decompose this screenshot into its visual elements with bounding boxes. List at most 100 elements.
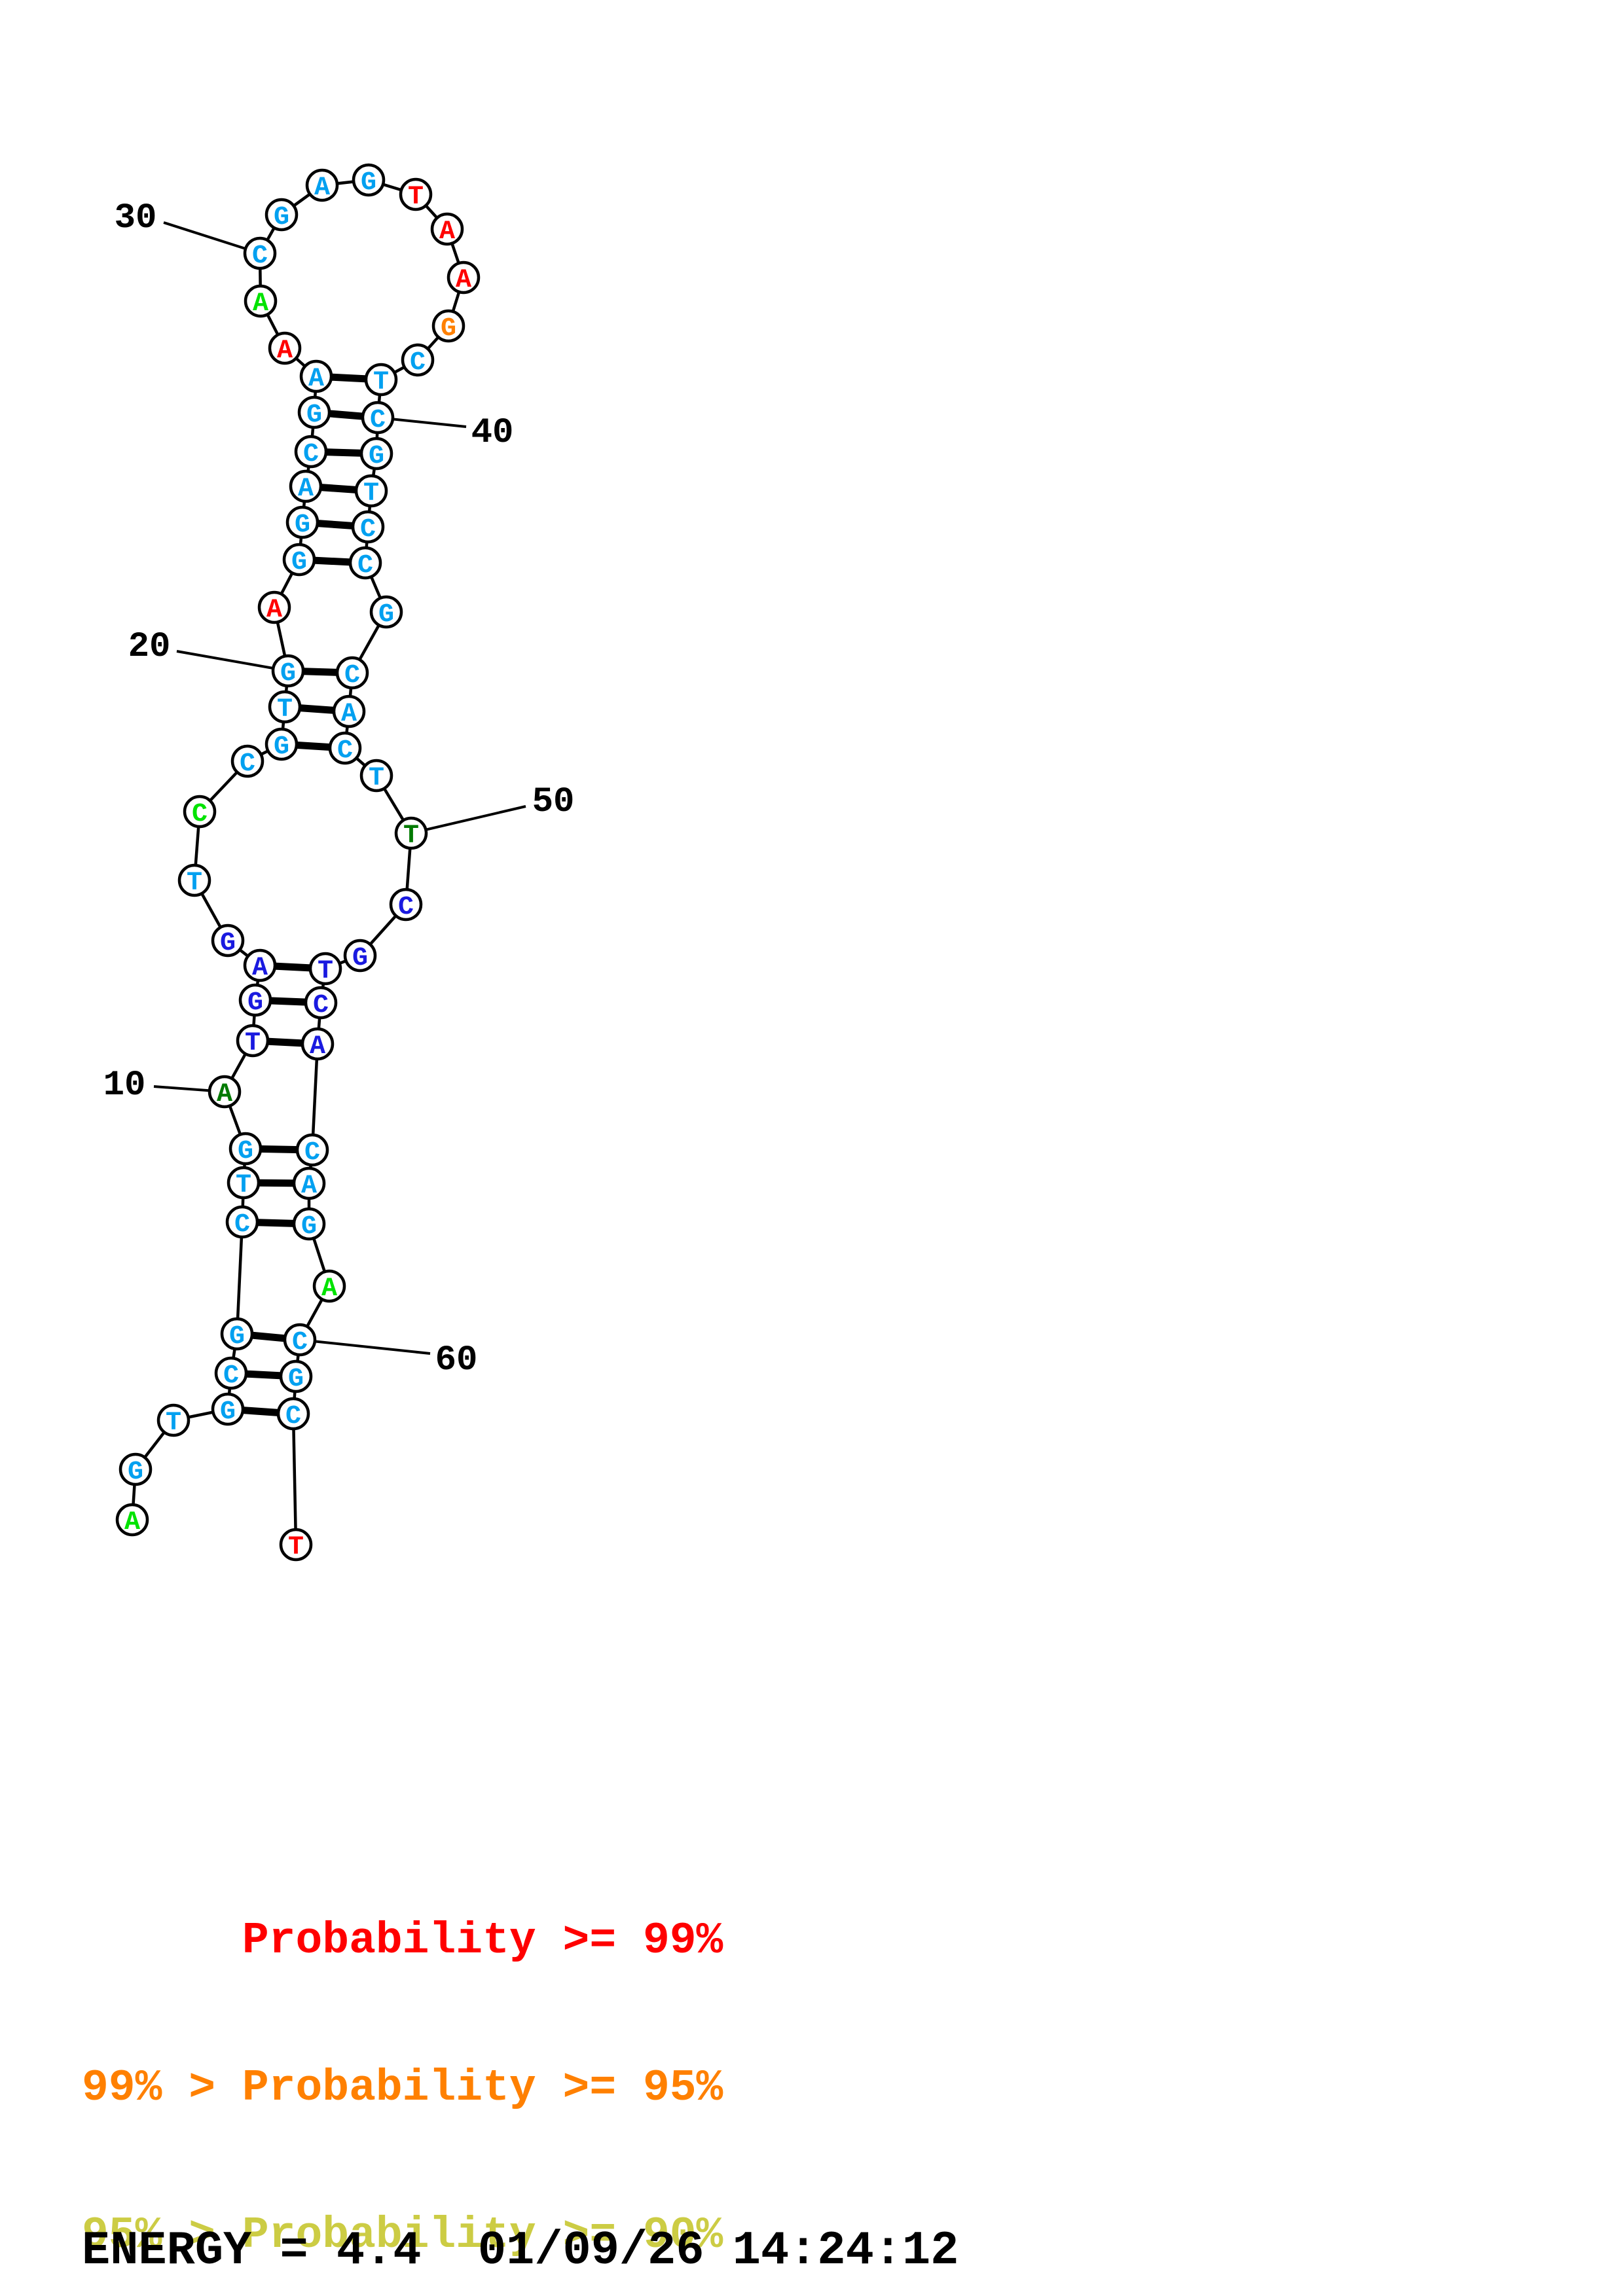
label-leader-line — [176, 650, 289, 672]
nucleotide-letter: G — [369, 442, 384, 471]
nucleotide-circle — [271, 654, 305, 688]
nucleotide-circle — [352, 163, 386, 197]
legend-row-90: 95% > Probability >= 90% — [82, 2210, 723, 2261]
nucleotide-letter: T — [236, 1171, 251, 1200]
nucleotide-circle — [328, 731, 362, 765]
nucleotide-circle — [115, 1503, 149, 1537]
nucleotide-circle — [294, 435, 328, 469]
nucleotide-circle — [295, 1133, 329, 1167]
nucleotide-circle — [364, 363, 398, 397]
nucleotide-circle — [214, 1356, 248, 1390]
nucleotide-letter: C — [292, 1328, 308, 1357]
nucleotide-circle — [399, 177, 433, 211]
nucleotide-letter: C — [370, 406, 386, 435]
nucleotide-letter: A — [217, 1080, 232, 1109]
nucleotide-circle — [227, 1166, 261, 1200]
nucleotide-letter: C — [398, 893, 414, 922]
nucleotide-letter: G — [220, 1397, 236, 1427]
nucleotide-circle — [285, 505, 319, 539]
nucleotide-circle — [264, 198, 299, 232]
nucleotide-letter: A — [252, 954, 268, 983]
nucleotide-letter: T — [277, 695, 293, 725]
nucleotide-letter: A — [310, 1032, 325, 1062]
nucleotide-letter: A — [308, 365, 324, 394]
nucleotide-circle — [243, 236, 277, 270]
nucleotide-circle — [389, 888, 423, 922]
nucleotide-circle — [282, 543, 316, 577]
nucleotide-letter: G — [247, 988, 263, 1018]
nucleotide-letter: G — [229, 1322, 245, 1352]
nucleotide-letter: T — [318, 957, 333, 986]
nucleotide-circle — [332, 694, 366, 728]
nucleotide-circle — [257, 590, 291, 624]
nucleotide-circle — [359, 759, 393, 793]
nucleotide-letter: A — [314, 173, 330, 203]
nucleotide-letter: T — [369, 764, 384, 793]
nucleotide-letter: C — [192, 800, 208, 829]
nucleotide-circle — [354, 474, 388, 508]
nucleotide-circle — [299, 359, 333, 393]
backbone-line — [291, 1413, 298, 1545]
nucleotide-circle — [225, 1205, 259, 1239]
nucleotide-letter: G — [301, 1212, 317, 1242]
nucleotide-circle — [308, 952, 342, 986]
nucleotide-letter: T — [187, 869, 202, 898]
sequence-number-label: 30 — [115, 198, 157, 238]
nucleotide-circle — [228, 1132, 263, 1166]
nucleotide-letter: A — [341, 700, 357, 729]
nucleotide-letter: G — [295, 511, 310, 540]
nucleotide-circle — [312, 1269, 346, 1303]
nucleotide-circle — [297, 395, 331, 429]
nucleotide-letter: A — [298, 475, 314, 504]
label-leader-line — [299, 1338, 431, 1355]
nucleotide-circle — [351, 510, 385, 544]
nucleotide-letter: A — [439, 217, 455, 247]
nucleotide-letter: T — [288, 1533, 304, 1562]
nucleotide-letter: A — [253, 289, 268, 319]
nucleotide-circle — [359, 437, 393, 471]
nucleotide-letter: G — [288, 1365, 304, 1394]
nucleotide-circle — [305, 168, 339, 202]
nucleotide-letter: C — [357, 551, 373, 581]
nucleotide-letter: A — [277, 336, 293, 366]
nucleotide-letter: C — [223, 1361, 239, 1391]
nucleotide-letter: T — [245, 1029, 261, 1058]
nucleotide-circle — [289, 469, 323, 503]
nucleotide-letter: A — [266, 596, 282, 625]
backbone-line — [235, 1221, 244, 1335]
nucleotide-letter: C — [337, 736, 353, 766]
nucleotide-circle — [361, 401, 395, 435]
nucleotide-letter: C — [304, 1138, 320, 1168]
nucleotide-letter: C — [252, 242, 268, 271]
energy-line: ENERGY = 4.4 01/09/26 14:24:12 — [82, 2224, 959, 2278]
nucleotide-circle — [292, 1207, 326, 1241]
nucleotide-circle — [236, 1024, 270, 1058]
nucleotide-letter: A — [124, 1508, 140, 1537]
legend-row-95: 99% > Probability >= 95% — [82, 2063, 723, 2113]
nucleotide-letter: C — [344, 661, 360, 691]
nucleotide-circle — [177, 863, 211, 897]
nucleotide-circle — [283, 1323, 317, 1357]
nucleotide-letter: T — [408, 183, 424, 212]
sequence-number-label: 50 — [532, 782, 575, 822]
nucleotide-letter: T — [373, 368, 389, 397]
nucleotide-letter: G — [274, 203, 289, 232]
sequence-number-label: 20 — [128, 627, 171, 667]
nucleotide-circle — [264, 727, 299, 761]
nucleotide-circle — [119, 1452, 153, 1486]
nucleotide-letter: G — [274, 732, 289, 762]
nucleotide-circle — [304, 986, 338, 1020]
nucleotide-letter: G — [352, 944, 368, 973]
nucleotide-circle — [447, 260, 481, 295]
nucleotide-letter: G — [220, 929, 236, 958]
sequence-number-label: 60 — [435, 1340, 478, 1380]
nucleotide-letter: T — [166, 1408, 181, 1438]
nucleotide-letter: G — [378, 600, 394, 630]
label-leader-line — [163, 221, 261, 255]
nucleotide-circle — [268, 331, 302, 365]
nucleotide-circle — [292, 1166, 326, 1200]
nucleotide-circle — [301, 1027, 335, 1061]
nucleotide-circle — [156, 1403, 191, 1437]
